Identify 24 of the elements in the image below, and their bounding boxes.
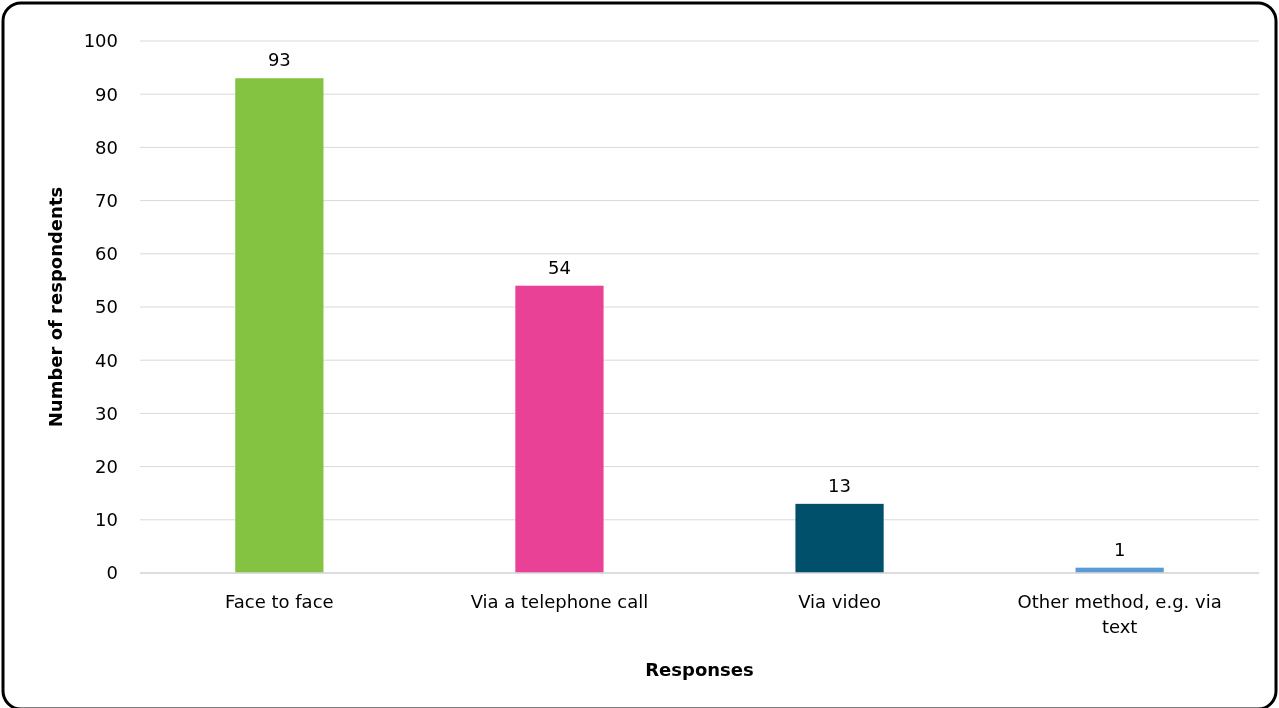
y-axis-title: Number of respondents — [45, 186, 66, 428]
bar — [235, 78, 324, 573]
data-label: 54 — [548, 256, 571, 278]
data-label: 93 — [267, 49, 291, 71]
y-tick-label: 0 — [106, 562, 118, 584]
y-tick-label: 50 — [95, 296, 118, 318]
y-tick-label: 90 — [95, 83, 118, 105]
x-tick-label: Via a telephone call — [470, 591, 649, 612]
y-tick-label: 20 — [95, 455, 118, 477]
x-axis-title: Responses — [645, 659, 754, 680]
y-tick-label: 100 — [83, 30, 118, 52]
y-tick-label: 10 — [95, 509, 118, 531]
y-tick-label: 40 — [95, 349, 118, 371]
bar — [795, 503, 884, 573]
y-tick-label: 70 — [95, 189, 118, 211]
x-tick-label: Face to face — [225, 591, 334, 612]
y-tick-label: 60 — [95, 243, 118, 265]
x-tick-label: Via video — [798, 591, 881, 612]
x-tick-label: Other method, e.g. via text — [1017, 591, 1222, 637]
data-label: 13 — [828, 474, 851, 496]
y-tick-label: 80 — [95, 136, 118, 158]
data-label: 1 — [1113, 538, 1126, 560]
y-tick-label: 30 — [95, 402, 118, 424]
bar — [515, 285, 604, 573]
